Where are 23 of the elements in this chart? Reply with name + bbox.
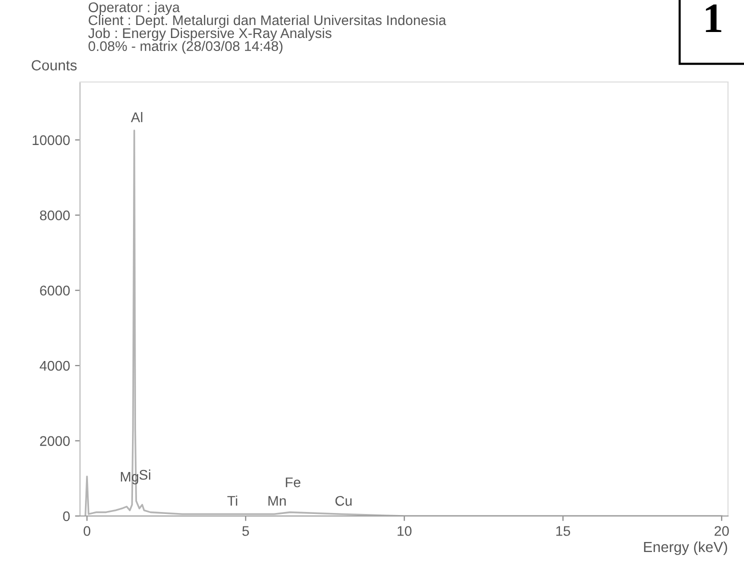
annotation: Al xyxy=(130,112,142,122)
x-tick-label: 20 xyxy=(714,526,729,536)
chart-title: 1 xyxy=(706,4,722,32)
x-tick-label: 5 xyxy=(242,526,249,536)
y-axis-title: Counts xyxy=(32,60,77,70)
x-axis-title: Energy (keV) xyxy=(644,541,728,556)
x-tick-label: 15 xyxy=(556,526,570,536)
y-tick-label: 2000 xyxy=(40,436,70,446)
x-tick-label: 10 xyxy=(398,526,412,536)
chart-subtitle: Operator : jaya Client : Dept. Metalurgi dan Material Universitas Indonesia Job : Energy Dispersive X-Ray Analysis 0.08% - matrix (28/03/08 14:48) xyxy=(88,2,446,54)
y-tick-label: 10000 xyxy=(32,135,70,146)
annotation: Cu xyxy=(335,496,352,506)
y-tick-label: 0 xyxy=(63,511,70,522)
x-tick-label: 0 xyxy=(84,526,90,536)
annotation: Fe xyxy=(286,478,300,488)
y-tick-label: 8000 xyxy=(40,210,70,220)
annotation: Ti xyxy=(227,496,238,506)
annotation: Si xyxy=(139,470,150,480)
y-tick-label: 4000 xyxy=(40,360,70,371)
y-tick-label: 6000 xyxy=(40,286,70,296)
line-series xyxy=(84,130,722,516)
annotation: Mn xyxy=(268,496,286,506)
annotation: Mg xyxy=(120,472,138,484)
